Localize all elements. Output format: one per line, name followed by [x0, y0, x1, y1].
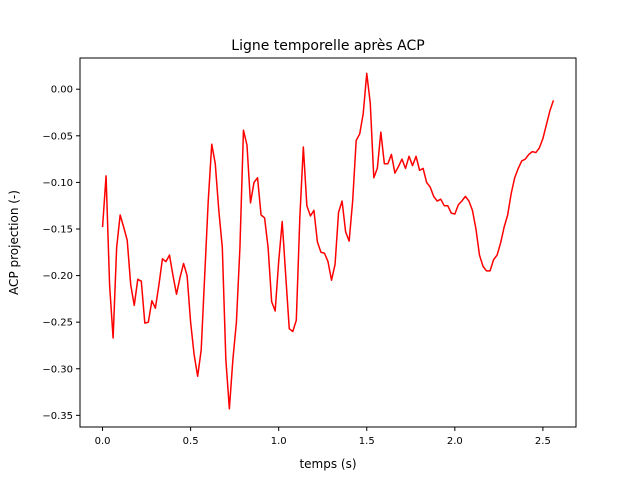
y-tick-label: −0.20	[42, 271, 73, 282]
y-tick-label: −0.30	[42, 364, 73, 375]
chart-title: Ligne temporelle après ACP	[231, 38, 424, 54]
y-tick-label: −0.05	[42, 131, 73, 142]
x-tick-label: 0.5	[183, 436, 199, 447]
y-tick-label: −0.35	[42, 411, 73, 422]
x-tick-label: 0.0	[95, 436, 111, 447]
y-tick-label: −0.10	[42, 178, 73, 189]
x-tick-label: 1.0	[271, 436, 287, 447]
axes-frame	[79, 57, 577, 428]
y-tick-label: −0.15	[42, 224, 73, 235]
y-axis-label: ACP projection (-)	[7, 190, 21, 295]
y-tick-label: −0.25	[42, 318, 73, 329]
x-tick-label: 2.0	[447, 436, 463, 447]
x-tick-label: 2.5	[535, 436, 551, 447]
y-tick-label: 0.00	[51, 85, 73, 96]
x-tick-label: 1.5	[359, 436, 375, 447]
series-line-0	[101, 72, 555, 410]
y-axis-ticks: 0.00 −0.05 −0.10 −0.15 −0.20 −0.25 −0.30 −0.35	[42, 85, 80, 422]
x-axis-ticks: 0.0 0.5 1.0 1.5 2.0 2.5	[95, 427, 551, 447]
plot-area	[101, 72, 555, 410]
x-axis-label: temps (s)	[299, 457, 356, 471]
